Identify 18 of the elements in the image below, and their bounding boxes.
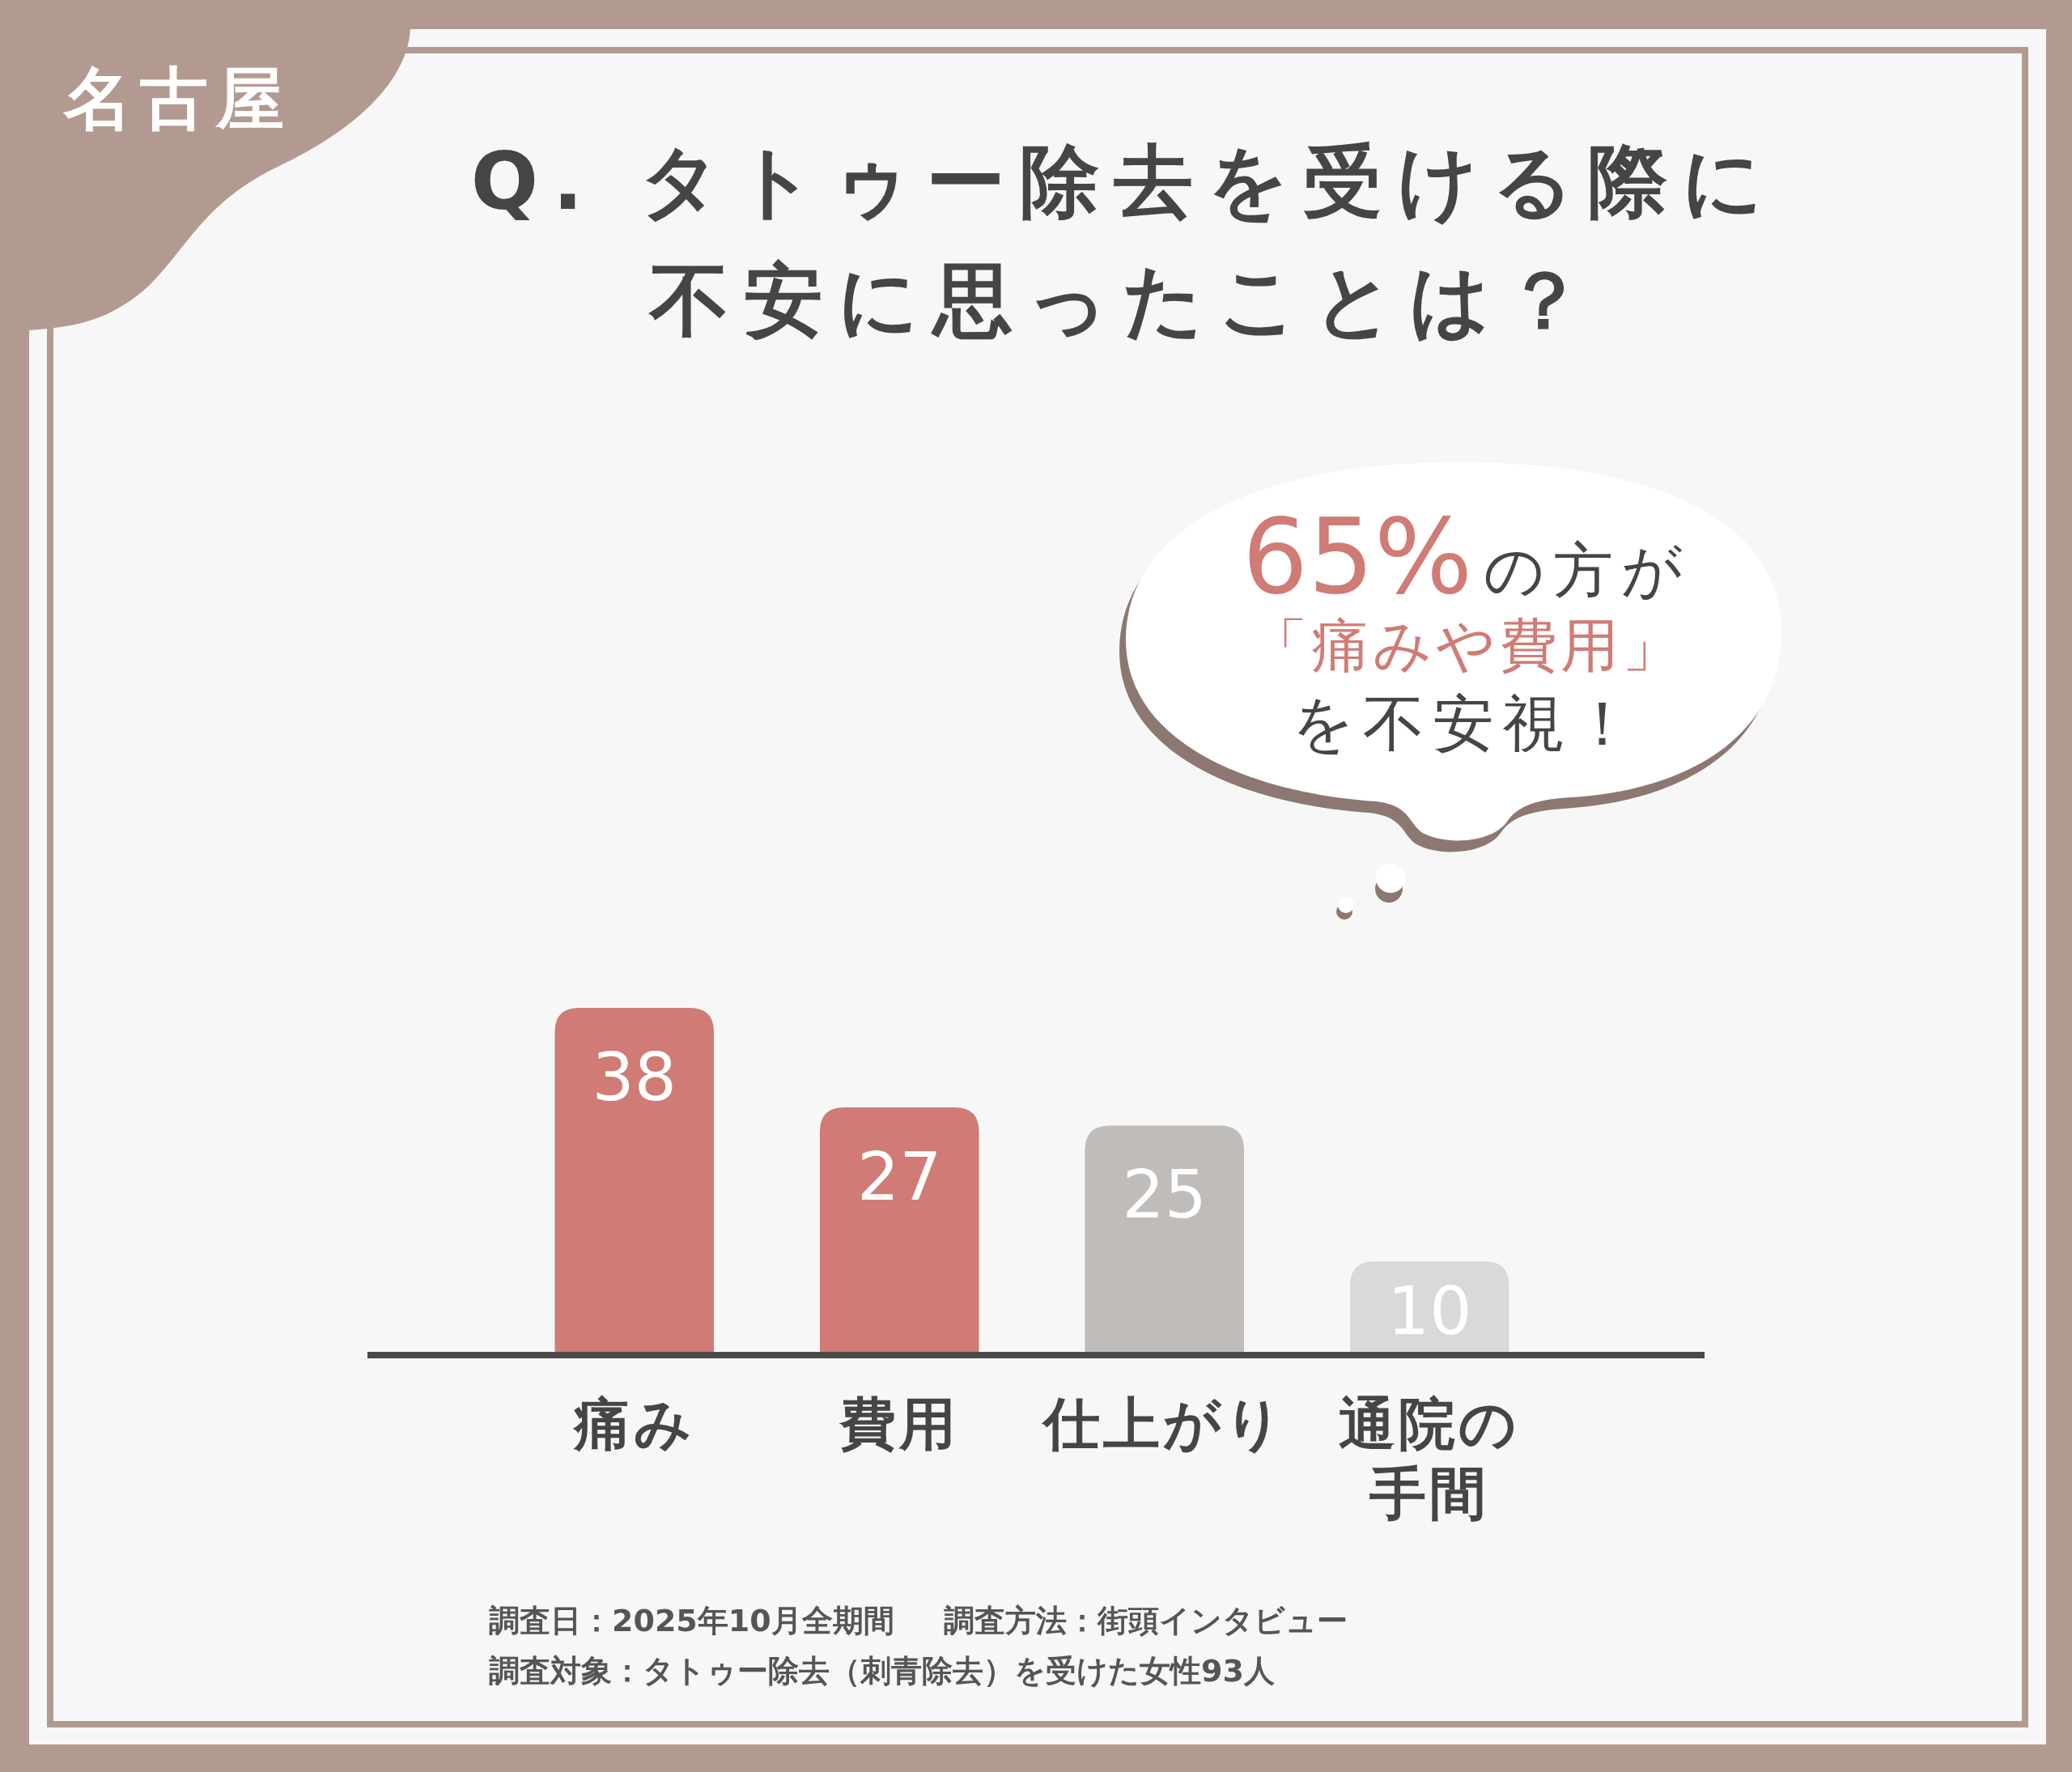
bar xyxy=(1085,1125,1244,1352)
x-tick-label: 仕上がり xyxy=(1041,1390,1287,1459)
x-tick-label: 通院の手間 xyxy=(1338,1390,1522,1528)
x-tick-label: 痛み xyxy=(572,1390,696,1459)
chart-title: Q. タトゥー除去を受ける際に不安に思ったことは？ xyxy=(469,134,1779,348)
data-label: 25 xyxy=(1122,1156,1207,1234)
text: 調査対象：タトゥー除去（刺青除去）を受けた女性93人 xyxy=(489,1653,1275,1689)
text: 調査方法：街頭インタビュー xyxy=(944,1603,1348,1638)
bar xyxy=(554,1008,714,1352)
text: 調査日：2025年10月全期間 xyxy=(489,1603,894,1638)
data-label: 38 xyxy=(592,1039,677,1115)
bar xyxy=(1350,1261,1509,1352)
data-label: 27 xyxy=(857,1138,942,1216)
x-tick-label: 費用 xyxy=(839,1390,961,1459)
text: 名古屋 xyxy=(62,58,293,140)
text: を不安視！ xyxy=(1292,687,1641,759)
text: の方が xyxy=(1484,535,1692,605)
bar xyxy=(820,1107,979,1352)
